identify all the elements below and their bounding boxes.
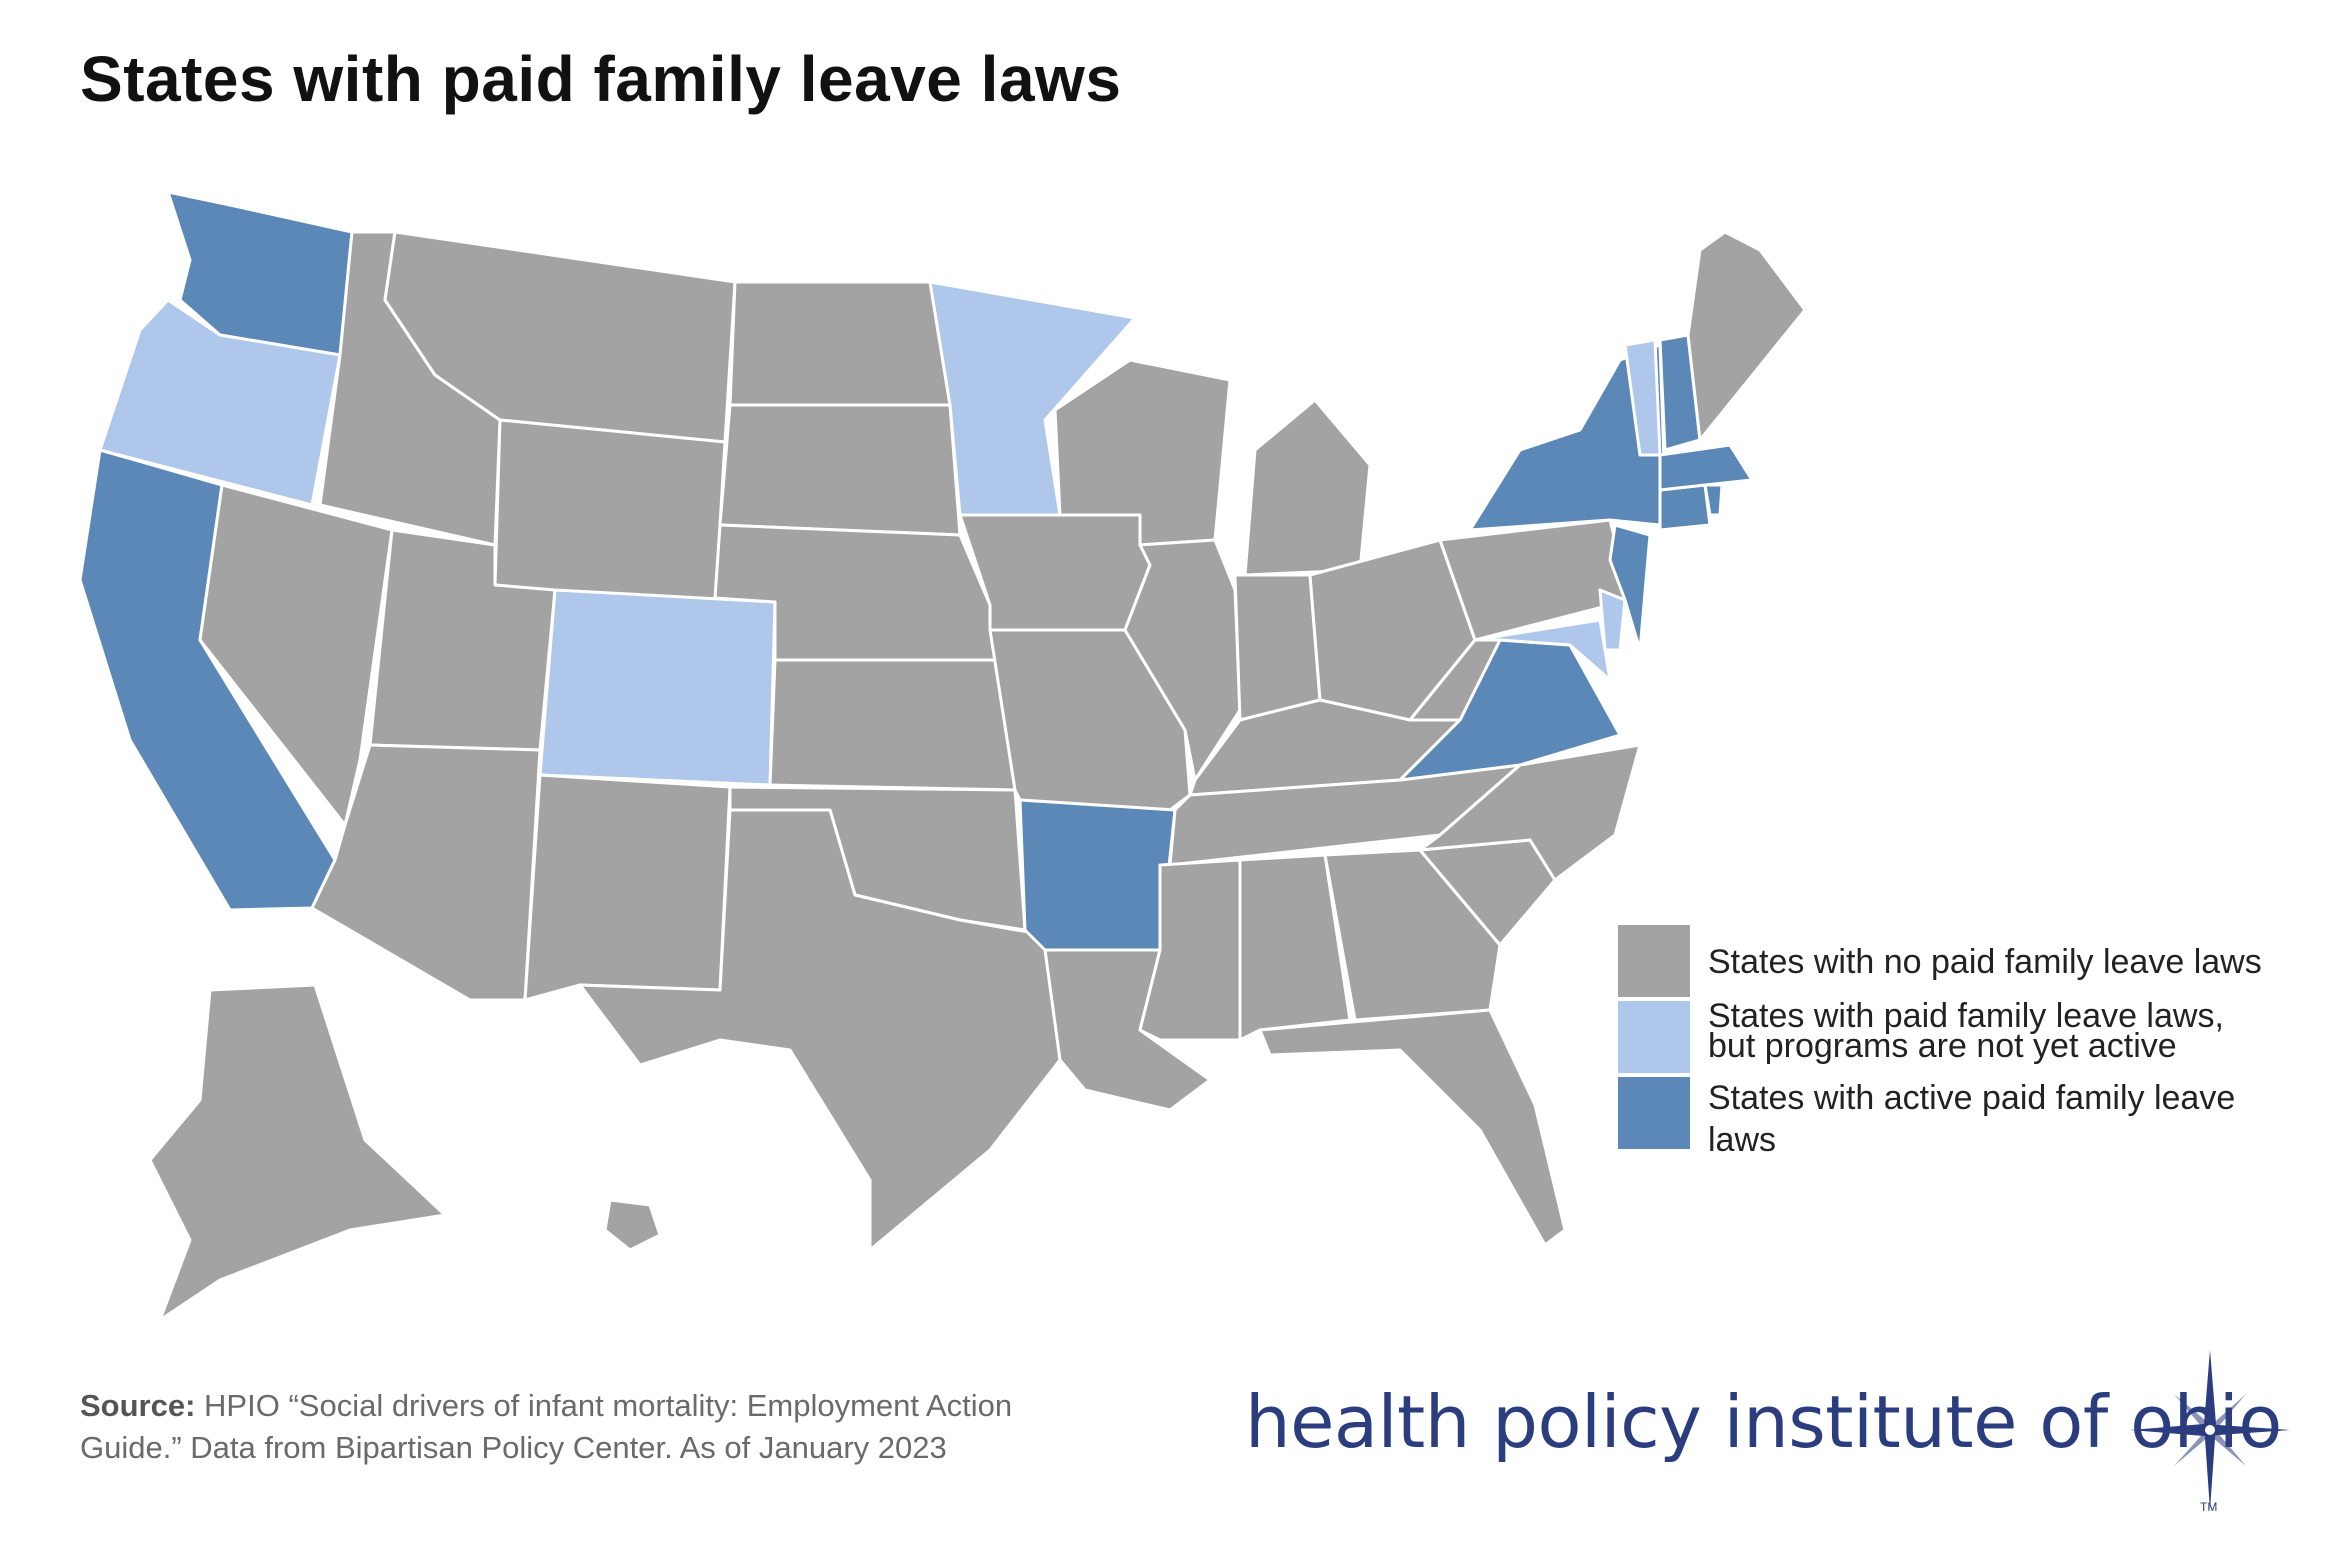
state-tx (578, 808, 1062, 1252)
state-me (1686, 230, 1807, 442)
source-text-line2: Guide.” Data from Bipartisan Policy Cent… (80, 1430, 947, 1465)
state-ia (958, 513, 1152, 632)
state-sd (718, 403, 962, 537)
compass-star-icon (2130, 1350, 2290, 1510)
state-wy (493, 418, 727, 610)
state-ak (148, 983, 447, 1322)
state-nj (1608, 523, 1652, 652)
source-text-line1: HPIO “Social drivers of infant mortality… (204, 1388, 1013, 1423)
legend-label-active-line1: States with active paid family leave (1708, 1079, 2236, 1117)
state-mi (1243, 398, 1372, 577)
state-md (1473, 618, 1612, 682)
state-de (1598, 588, 1627, 652)
legend-label-none: States with no paid family leave laws (1708, 943, 2262, 981)
state-nd (728, 280, 952, 407)
legend-swatch-none (1618, 925, 1690, 997)
hpio-logo-text: health policy institute of ohio (1245, 1380, 2282, 1464)
map-title: States with paid family leave laws (80, 43, 1122, 115)
legend-label-active-line2: laws (1708, 1121, 1777, 1159)
state-nc (1418, 743, 1642, 882)
state-hi (603, 1198, 662, 1252)
state-in (1233, 573, 1322, 722)
legend-label-inactive-line1: States with paid family leave laws, (1708, 997, 2224, 1035)
state-fl (1258, 1008, 1567, 1247)
state-ga (1323, 848, 1502, 1022)
source-label: Source: (80, 1388, 196, 1423)
state-ma (1658, 443, 1754, 492)
legend-swatch-active (1618, 1077, 1690, 1149)
legend-swatch-inactive (1618, 1001, 1690, 1073)
state-ct (1658, 483, 1712, 532)
state-ks (768, 658, 1017, 792)
state-nm (523, 773, 732, 1002)
state-or (98, 298, 342, 507)
legend-label-inactive-line2: but programs are not yet active (1708, 1027, 2177, 1065)
state-ar (1018, 798, 1177, 952)
state-co (538, 588, 777, 787)
state-vt (1623, 338, 1662, 457)
source-note: Source: HPIO “Social drivers of infant m… (80, 1385, 1160, 1469)
state-nv (198, 483, 394, 827)
logo-trademark: TM (2200, 1500, 2218, 1514)
